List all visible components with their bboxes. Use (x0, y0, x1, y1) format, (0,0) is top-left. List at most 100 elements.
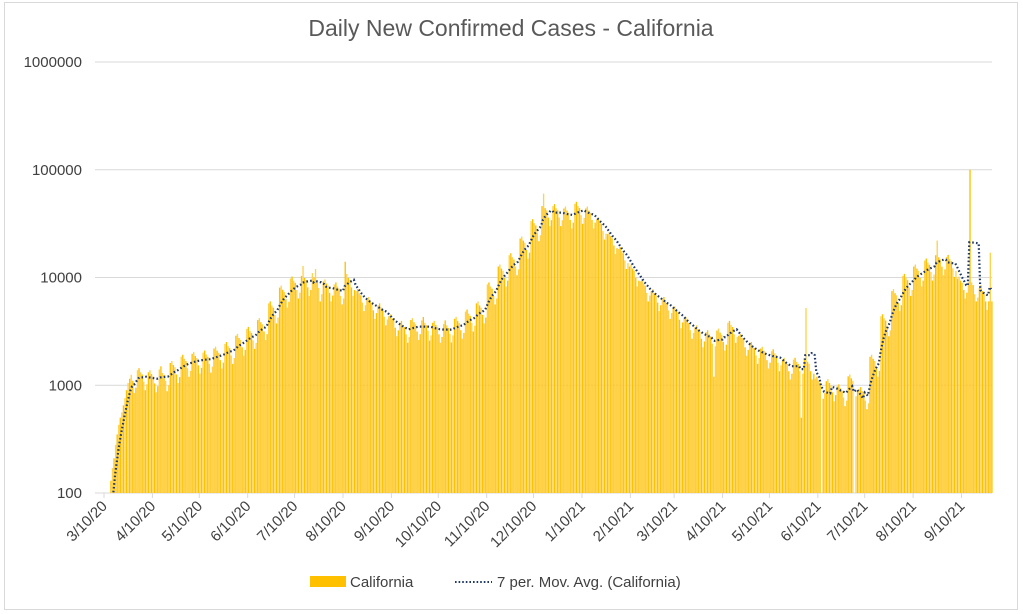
bar (589, 212, 592, 493)
bar (683, 318, 685, 493)
bar (908, 287, 910, 493)
x-tick-label: 7/10/21 (824, 498, 871, 545)
bar (194, 355, 196, 493)
bar (275, 323, 278, 493)
bar (121, 412, 123, 493)
legend-label-california: California (350, 574, 414, 591)
bar (255, 342, 257, 493)
bar (745, 355, 748, 493)
bar (735, 342, 737, 493)
x-tick-label: 3/10/21 (634, 498, 681, 545)
bar (438, 334, 440, 493)
bar (764, 352, 767, 493)
bar (282, 289, 284, 493)
bar (313, 277, 315, 493)
bar (300, 275, 303, 493)
bar (788, 371, 790, 493)
bar (243, 355, 245, 493)
bar (421, 320, 423, 493)
bar (744, 347, 746, 493)
bar (839, 388, 842, 493)
bar (978, 287, 981, 493)
bar (889, 330, 892, 493)
bar (681, 322, 684, 493)
bar (747, 349, 749, 493)
bar (216, 350, 218, 493)
bar (272, 307, 275, 493)
bar (920, 286, 923, 493)
bar (205, 354, 207, 493)
bar (750, 341, 753, 493)
bar (911, 290, 913, 493)
bar (555, 208, 557, 493)
bar (639, 281, 642, 493)
bar (991, 301, 993, 493)
bar (139, 372, 142, 493)
bar (244, 349, 246, 493)
bar (738, 335, 740, 493)
bar (547, 217, 549, 493)
bar (374, 318, 376, 493)
bar (914, 264, 917, 493)
bar (491, 288, 493, 493)
bar (906, 280, 909, 493)
bar (888, 336, 890, 493)
bar (314, 268, 317, 493)
bar (488, 282, 490, 493)
bar (355, 291, 357, 493)
bar (900, 305, 902, 493)
bar (678, 319, 681, 493)
x-tick-label: 9/10/21 (921, 498, 968, 545)
bar (869, 356, 871, 493)
bar (580, 215, 582, 493)
bar (499, 264, 501, 493)
bar (155, 392, 157, 493)
bar (503, 277, 506, 493)
bar (830, 385, 832, 493)
bar (397, 330, 400, 493)
bar (435, 324, 437, 493)
bar (146, 384, 148, 493)
bar (450, 342, 453, 493)
bar (810, 371, 812, 493)
bar (166, 391, 168, 493)
bar (149, 370, 151, 493)
bar (610, 236, 612, 493)
bar (856, 390, 859, 493)
bar (182, 354, 184, 493)
bar (508, 255, 510, 493)
x-tick-label: 2/10/21 (590, 498, 637, 545)
bar (925, 258, 927, 493)
bar (271, 305, 273, 493)
bar (494, 304, 496, 493)
bar (789, 379, 792, 493)
bar (539, 235, 542, 493)
bar (347, 277, 350, 493)
bar (505, 286, 507, 493)
bar (806, 361, 809, 493)
bar (716, 330, 718, 493)
bar (644, 285, 646, 493)
bar (783, 357, 785, 493)
bar (221, 368, 223, 493)
bar (124, 398, 126, 493)
bar (635, 277, 637, 493)
bar (303, 277, 306, 493)
bar (549, 226, 551, 493)
bar (553, 204, 556, 493)
bar (263, 331, 265, 493)
bar (411, 318, 414, 493)
bar (211, 366, 214, 493)
bar (546, 210, 548, 493)
bar (268, 303, 270, 493)
bar (799, 371, 801, 493)
bar (563, 208, 565, 493)
bar (727, 322, 729, 493)
bar (986, 309, 988, 493)
bar (458, 323, 460, 493)
bar (483, 323, 485, 493)
bar (364, 305, 367, 493)
bar (428, 340, 431, 493)
bar (836, 386, 838, 493)
bar (363, 311, 365, 493)
